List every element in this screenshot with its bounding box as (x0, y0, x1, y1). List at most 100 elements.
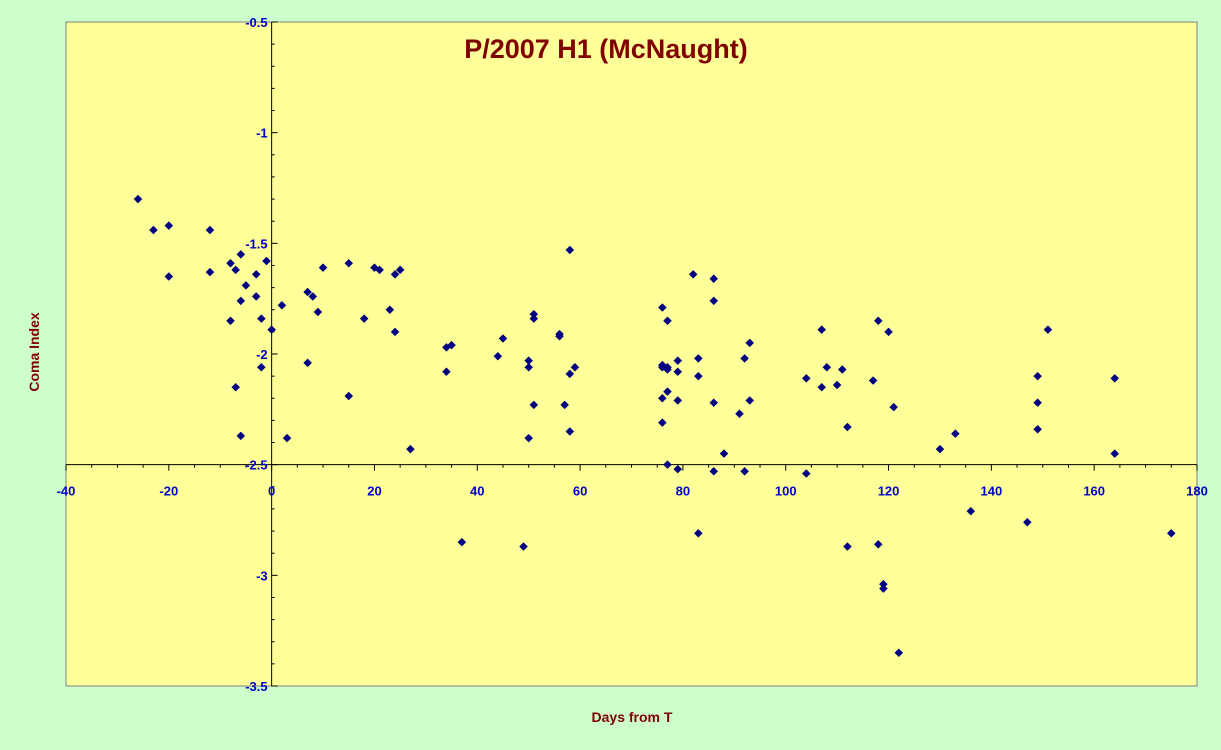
data-point (359, 314, 369, 323)
data-point (868, 376, 878, 385)
data-point (832, 380, 842, 390)
data-point (344, 391, 354, 401)
x-axis-title: Days from T (592, 709, 673, 725)
data-point (406, 444, 415, 454)
y-axis-title: Coma Index (26, 312, 42, 392)
data-point (673, 396, 683, 405)
data-point (709, 274, 719, 284)
y-tick-label: -0.5 (245, 15, 267, 30)
data-point (390, 269, 400, 279)
data-point (1043, 325, 1053, 335)
plot-area (65, 21, 1198, 687)
x-tick-label: -40 (57, 484, 76, 499)
data-point (801, 373, 811, 383)
data-point (889, 402, 899, 412)
data-point (817, 382, 827, 392)
data-point (282, 433, 292, 443)
data-point (1033, 371, 1042, 381)
y-tick-label: -1.5 (245, 236, 267, 251)
data-point (843, 422, 852, 432)
y-tick-labels: -0.5 -1 -1.5 -2 -2.5 -3 -3.5 (245, 15, 267, 694)
data-point (344, 258, 354, 268)
x-tick-label: -20 (159, 484, 178, 499)
data-point (226, 316, 235, 326)
data-point (735, 409, 744, 419)
data-point (241, 281, 251, 290)
data-point (935, 444, 945, 454)
x-tick-labels: -40 -20 0 20 40 60 80 100 120 140 160 180 (57, 484, 1208, 499)
data-point (693, 528, 703, 538)
data-point (308, 292, 318, 301)
data-point (257, 362, 266, 372)
data-point (313, 307, 323, 317)
data-point (663, 316, 672, 326)
data-point (457, 537, 467, 547)
x-tick-label: 20 (367, 484, 381, 499)
data-point (801, 469, 811, 478)
y-tick-label: -1 (256, 126, 268, 141)
data-point (663, 460, 672, 470)
data-point (205, 267, 215, 277)
data-point (688, 269, 698, 279)
data-point (251, 292, 261, 301)
data-point (385, 305, 395, 315)
x-tick-label: 0 (268, 484, 275, 499)
data-point (1022, 517, 1032, 527)
data-point (226, 258, 235, 268)
data-point (673, 356, 683, 365)
x-tick-label: 180 (1186, 484, 1208, 499)
data-point (1110, 449, 1120, 458)
data-point (966, 506, 976, 516)
data-point (657, 303, 667, 312)
data-point (164, 272, 174, 281)
data-point (565, 427, 575, 436)
data-point (164, 221, 174, 230)
data-point (709, 398, 719, 408)
data-point (709, 296, 719, 306)
y-tick-label: -3.5 (245, 679, 267, 694)
data-point (843, 542, 852, 551)
data-point (1110, 373, 1120, 383)
data-point (524, 362, 534, 372)
data-point (442, 367, 451, 377)
data-point (529, 400, 539, 410)
data-point (555, 331, 564, 341)
data-point (133, 194, 143, 204)
data-point (524, 433, 534, 443)
data-point (257, 314, 266, 323)
data-point (1166, 528, 1176, 538)
x-tick-label: 80 (676, 484, 690, 499)
x-tick-label: 120 (878, 484, 900, 499)
data-point (251, 269, 261, 279)
data-point (657, 418, 667, 427)
y-tick-label: -2.5 (245, 458, 267, 473)
data-point (657, 393, 667, 403)
data-point (693, 354, 703, 363)
data-point (498, 334, 508, 343)
data-point (236, 431, 246, 441)
data-point (303, 287, 312, 297)
data-point (884, 327, 893, 337)
data-point (740, 466, 749, 476)
data-points (133, 194, 1176, 658)
data-point (709, 466, 719, 476)
data-point (149, 225, 158, 235)
y-tick-label: -2 (256, 347, 268, 362)
data-point (236, 250, 246, 259)
data-point (231, 382, 241, 392)
x-tick-label: 100 (775, 484, 797, 499)
data-point (205, 225, 215, 235)
data-point (837, 365, 847, 374)
data-point (231, 265, 241, 275)
data-point (565, 245, 575, 255)
data-point (663, 387, 672, 396)
data-point (519, 542, 528, 551)
data-point (570, 362, 580, 372)
data-point (375, 265, 384, 275)
data-point (745, 338, 755, 348)
data-point (267, 325, 276, 335)
data-point (493, 351, 503, 361)
data-point (236, 296, 246, 306)
data-point (673, 367, 683, 377)
